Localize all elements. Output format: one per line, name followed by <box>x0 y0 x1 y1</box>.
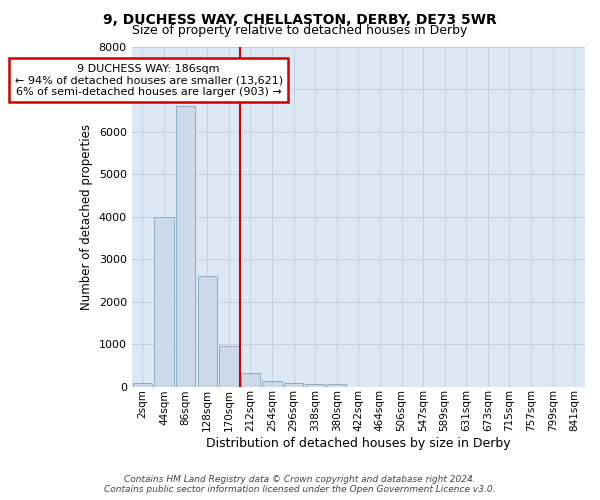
Text: 9, DUCHESS WAY, CHELLASTON, DERBY, DE73 5WR: 9, DUCHESS WAY, CHELLASTON, DERBY, DE73 … <box>103 12 497 26</box>
Bar <box>241 372 260 386</box>
Text: 9 DUCHESS WAY: 186sqm
← 94% of detached houses are smaller (13,621)
6% of semi-d: 9 DUCHESS WAY: 186sqm ← 94% of detached … <box>14 64 283 96</box>
Bar <box>305 384 325 386</box>
Bar <box>197 276 217 386</box>
Bar <box>176 106 196 386</box>
Bar <box>327 384 346 386</box>
X-axis label: Distribution of detached houses by size in Derby: Distribution of detached houses by size … <box>206 437 511 450</box>
Bar <box>133 383 152 386</box>
Bar <box>154 216 174 386</box>
Bar <box>262 380 282 386</box>
Bar <box>284 383 303 386</box>
Bar <box>219 346 239 387</box>
Text: Contains HM Land Registry data © Crown copyright and database right 2024.
Contai: Contains HM Land Registry data © Crown c… <box>104 474 496 494</box>
Y-axis label: Number of detached properties: Number of detached properties <box>80 124 93 310</box>
Text: Size of property relative to detached houses in Derby: Size of property relative to detached ho… <box>133 24 467 37</box>
